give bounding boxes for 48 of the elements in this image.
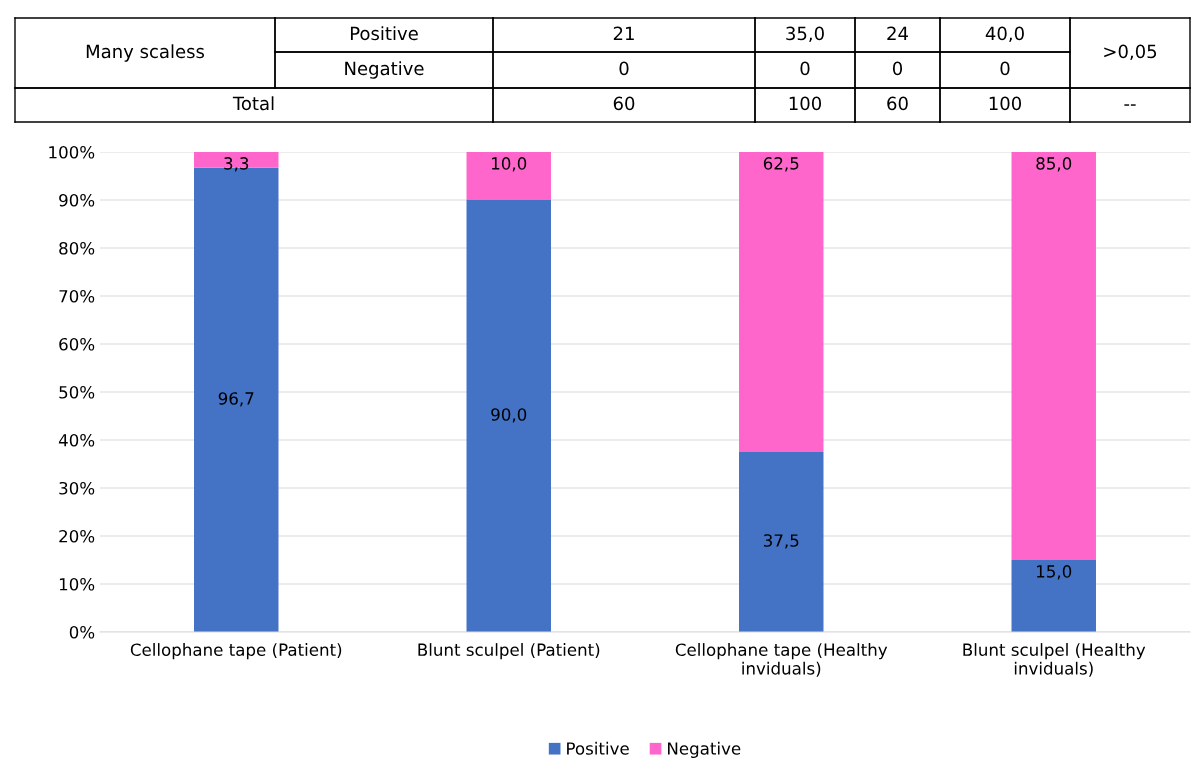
bar xyxy=(1011,560,1096,632)
x-tick-label: Blunt sculpel (Patient) xyxy=(418,643,600,660)
text: 60 xyxy=(613,96,635,111)
text: 60 xyxy=(887,96,908,111)
legend-label: Negative xyxy=(668,741,741,758)
bar xyxy=(739,152,824,452)
text: Many scaless xyxy=(86,44,205,62)
bar xyxy=(466,152,551,200)
text: >0,05 xyxy=(1104,44,1157,61)
text: 21 xyxy=(613,26,634,40)
data-label: 96,7 xyxy=(218,392,254,407)
y-tick-label: 60% xyxy=(59,337,95,351)
y-tick-label: 0% xyxy=(69,625,95,639)
text: 100 xyxy=(789,96,822,111)
bar xyxy=(466,200,551,632)
text: 0 xyxy=(1000,61,1010,76)
x-tick-label: Cellophane tape (Healthy inviduals) xyxy=(675,643,888,677)
y-tick-label: 50% xyxy=(59,385,95,399)
data-label: 37,5 xyxy=(763,534,799,549)
text: 0 xyxy=(800,61,810,76)
text: Positive xyxy=(350,26,418,41)
y-tick-label: 40% xyxy=(58,433,95,447)
y-tick-label: 70% xyxy=(59,289,95,303)
text: Negative xyxy=(345,61,424,79)
text: 0 xyxy=(892,61,903,76)
y-tick-label: 10% xyxy=(59,577,95,591)
text: -- xyxy=(1124,104,1136,106)
data-label: 85,0 xyxy=(1036,157,1072,172)
data-label: 15,0 xyxy=(1037,565,1072,580)
x-tick-label: Blunt sculpel (Healthy inviduals) xyxy=(963,643,1146,677)
y-tick-label: 100% xyxy=(49,145,95,159)
bar xyxy=(739,452,824,632)
data-label: 10,0 xyxy=(492,157,527,172)
y-tick-label: 20% xyxy=(59,529,95,543)
text: 35,0 xyxy=(786,26,824,43)
text: 24 xyxy=(887,26,908,40)
text: Total xyxy=(232,96,274,111)
y-tick-label: 30% xyxy=(59,481,95,495)
y-tick-label: 90% xyxy=(59,193,95,207)
bar xyxy=(1011,152,1096,560)
text: 100 xyxy=(989,96,1022,111)
legend-label: Positive xyxy=(567,741,629,755)
data-label: 90,0 xyxy=(491,408,527,423)
x-tick-label: Cellophane tape (Patient) xyxy=(130,643,342,660)
data-label: 62,5 xyxy=(763,157,799,172)
text: 0 xyxy=(619,61,629,76)
y-tick-label: 80% xyxy=(59,241,95,255)
text: 40,0 xyxy=(985,26,1024,43)
